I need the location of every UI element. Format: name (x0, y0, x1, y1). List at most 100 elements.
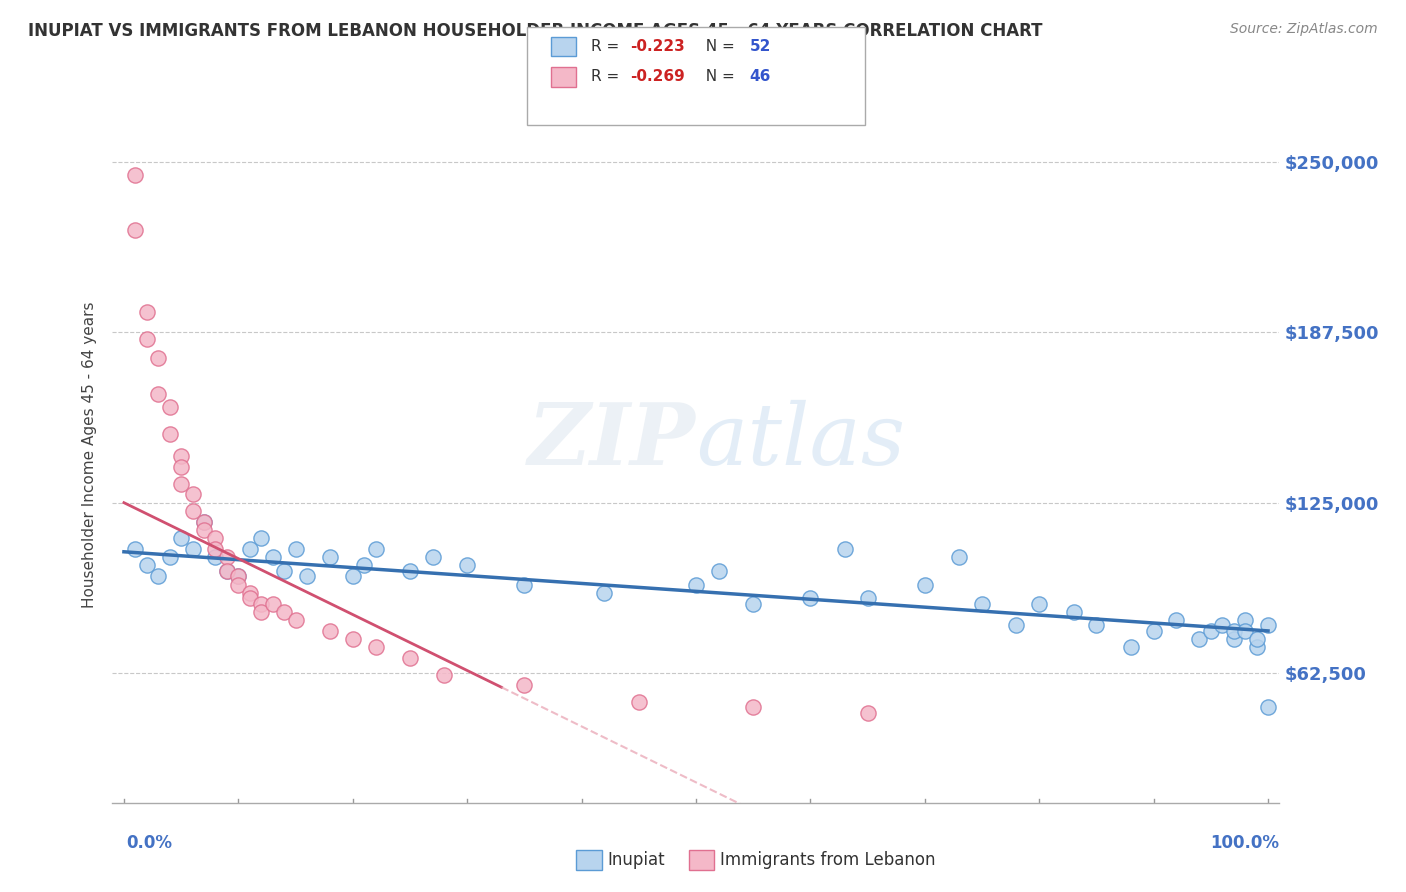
Point (742, 700, 765, 714)
Point (215, 564, 238, 578)
Point (1005, 618, 1028, 632)
Point (181, 487, 204, 501)
Text: -0.269: -0.269 (630, 70, 685, 84)
Point (170, 531, 193, 545)
Point (948, 550, 970, 565)
Point (1199, 624, 1222, 638)
Point (1142, 624, 1164, 638)
Point (148, 351, 170, 365)
Point (170, 476, 193, 491)
Point (148, 569, 170, 583)
Point (319, 624, 342, 638)
Point (1063, 605, 1085, 619)
Point (970, 597, 993, 611)
Point (342, 569, 364, 583)
Point (135, 558, 157, 573)
Text: ZIP: ZIP (529, 400, 696, 483)
Point (399, 564, 422, 578)
Y-axis label: Householder Income Ages 45 - 64 years: Householder Income Ages 45 - 64 years (82, 301, 97, 608)
Point (1211, 618, 1233, 632)
Text: -0.223: -0.223 (630, 39, 685, 54)
Point (273, 605, 295, 619)
Point (204, 550, 226, 565)
Point (170, 460, 193, 475)
Point (1028, 597, 1050, 611)
Text: 46: 46 (749, 70, 770, 84)
Point (193, 515, 215, 529)
Point (124, 168, 146, 182)
Point (215, 550, 238, 565)
Point (148, 386, 170, 401)
Point (422, 550, 444, 565)
Point (456, 558, 478, 573)
Point (228, 569, 250, 583)
Point (364, 640, 387, 655)
Point (250, 605, 273, 619)
Point (215, 564, 238, 578)
Point (228, 569, 250, 583)
Point (433, 667, 456, 681)
Point (170, 450, 193, 464)
Point (204, 542, 226, 557)
Point (1257, 700, 1279, 714)
Point (342, 632, 364, 646)
Point (295, 569, 318, 583)
Text: R =: R = (591, 39, 624, 54)
Point (250, 531, 273, 545)
Text: 100.0%: 100.0% (1211, 834, 1279, 852)
Point (1119, 640, 1142, 655)
Point (627, 695, 650, 709)
Text: INUPIAT VS IMMIGRANTS FROM LEBANON HOUSEHOLDER INCOME AGES 45 - 64 YEARS CORRELA: INUPIAT VS IMMIGRANTS FROM LEBANON HOUSE… (28, 22, 1043, 40)
Text: N =: N = (696, 70, 740, 84)
Point (1246, 640, 1268, 655)
Point (1234, 613, 1257, 627)
Point (193, 523, 215, 537)
Point (1085, 618, 1108, 632)
Point (1166, 613, 1188, 627)
Text: 52: 52 (749, 39, 770, 54)
Point (1257, 618, 1279, 632)
Point (1188, 632, 1211, 646)
Point (204, 531, 226, 545)
Point (799, 591, 821, 606)
Point (159, 427, 181, 442)
Point (319, 550, 342, 565)
Point (159, 400, 181, 414)
Point (364, 542, 387, 557)
Point (135, 304, 157, 318)
Point (135, 332, 157, 346)
Point (685, 577, 707, 591)
Point (124, 542, 146, 557)
Point (250, 597, 273, 611)
Point (856, 706, 879, 720)
Point (239, 591, 262, 606)
Point (239, 585, 262, 599)
Point (262, 597, 284, 611)
Point (284, 613, 307, 627)
Point (228, 577, 250, 591)
Point (1246, 632, 1268, 646)
Point (262, 550, 284, 565)
Point (513, 577, 536, 591)
Point (193, 515, 215, 529)
Point (1222, 624, 1244, 638)
Text: R =: R = (591, 70, 624, 84)
Point (124, 223, 146, 237)
Point (239, 542, 262, 557)
Text: Inupiat: Inupiat (607, 851, 665, 869)
Point (1222, 632, 1244, 646)
Point (593, 585, 616, 599)
Point (856, 591, 879, 606)
Point (834, 542, 856, 557)
Point (914, 577, 936, 591)
Point (353, 558, 375, 573)
Point (513, 678, 536, 692)
Point (1234, 624, 1257, 638)
Text: N =: N = (696, 39, 740, 54)
Point (742, 597, 765, 611)
Point (707, 564, 730, 578)
Point (181, 542, 204, 557)
Text: 0.0%: 0.0% (127, 834, 173, 852)
Point (284, 542, 307, 557)
Text: Immigrants from Lebanon: Immigrants from Lebanon (720, 851, 935, 869)
